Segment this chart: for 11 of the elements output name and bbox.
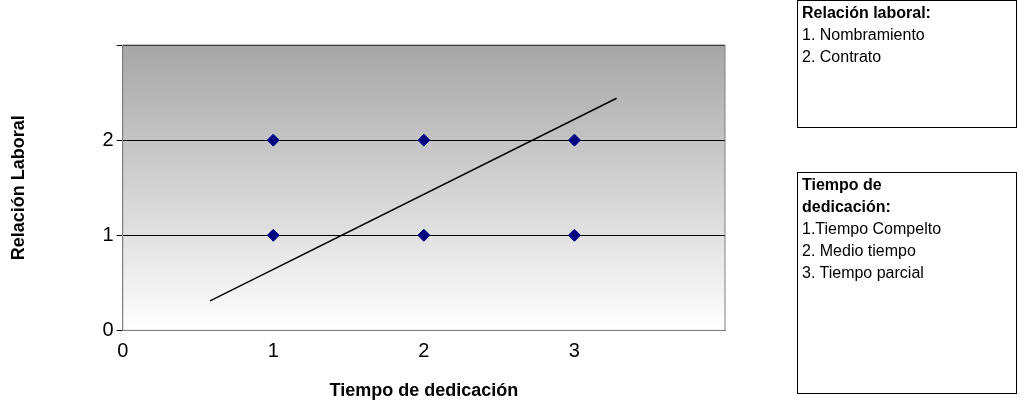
text: Relación laboral: 1. Nombramiento 2. Contrato — [802, 3, 932, 67]
x-tick-label: 3 — [568, 338, 580, 361]
y-axis-title: Relación Laboral — [7, 115, 28, 261]
y-tick-label: 1 — [102, 222, 114, 245]
x-tick-label: 1 — [267, 338, 279, 361]
x-tick-label: 0 — [117, 338, 129, 361]
x-tick-label: 2 — [418, 338, 430, 361]
text: Tiempo de dedicación: 1.Tiempo Compelto 2. Medio tiempo 3. Tiempo parcial — [802, 175, 943, 283]
x-axis-title: Tiempo de dedicación — [329, 380, 519, 401]
y-tick-label: 0 — [102, 317, 114, 340]
y-tick-label: 2 — [102, 127, 114, 150]
